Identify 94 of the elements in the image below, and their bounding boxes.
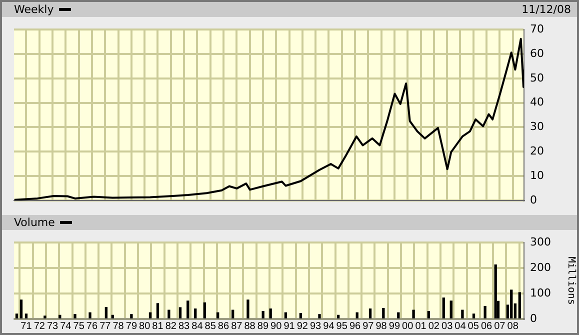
x-tick-label: 88	[244, 320, 256, 332]
x-tick-label: 90	[270, 320, 282, 332]
bar	[442, 298, 445, 318]
bar	[186, 300, 190, 318]
x-tick-label: 08	[507, 320, 519, 332]
x-tick-label: 82	[165, 320, 177, 332]
bar	[450, 300, 452, 318]
x-tick-label: 94	[323, 320, 335, 332]
x-tick-label: 02	[428, 320, 440, 332]
bar	[168, 310, 170, 318]
y-tick-label: 40	[530, 96, 544, 109]
bar	[472, 314, 476, 318]
bar	[246, 300, 250, 318]
x-tick-label: 73	[46, 320, 59, 332]
bar	[284, 312, 288, 318]
legend-label: Weekly	[14, 3, 54, 16]
y-tick-label: 200	[530, 260, 551, 274]
y-tick-label: 10	[530, 168, 544, 182]
bar	[382, 308, 385, 318]
x-tick-label: 84	[192, 320, 204, 332]
bar	[156, 303, 160, 318]
x-tick-label: 83	[178, 320, 190, 332]
y-tick-label: 30	[530, 120, 544, 134]
bar	[24, 314, 28, 318]
bar	[15, 314, 18, 318]
x-tick-label: 93	[310, 320, 322, 332]
bar	[216, 312, 220, 318]
y-tick-label: 70	[530, 22, 544, 36]
bar	[461, 310, 464, 318]
x-tick-label: 96	[349, 320, 362, 332]
bar	[178, 307, 182, 318]
bar	[397, 312, 400, 318]
x-tick-label: 95	[336, 320, 348, 332]
x-tick-label: 86	[218, 320, 230, 332]
x-tick-label: 71	[20, 320, 32, 332]
bar	[427, 311, 430, 318]
bar	[74, 314, 76, 318]
y-tick-label: 100	[530, 286, 551, 300]
x-tick-label: 75	[73, 320, 85, 332]
bar	[356, 312, 358, 318]
y-tick-label: 300	[530, 235, 551, 248]
text: 11/12/08	[522, 2, 571, 17]
bar	[318, 314, 321, 318]
bar	[148, 312, 152, 318]
x-tick-label: 03	[442, 320, 454, 332]
bar	[484, 306, 486, 318]
x-tick-label: 01	[415, 320, 427, 332]
x-tick-label: 89	[257, 320, 269, 332]
x-tick-label: 76	[86, 320, 98, 332]
bar	[111, 314, 114, 318]
y-tick-label: 20	[530, 144, 544, 158]
bar	[494, 264, 497, 318]
bar	[299, 313, 302, 318]
x-tick-label: 85	[204, 320, 216, 332]
bar	[518, 292, 521, 318]
y-tick-label: 0	[530, 193, 537, 206]
x-tick-label: 92	[296, 320, 308, 332]
x-tick-label: 04	[454, 320, 466, 332]
bar	[510, 290, 513, 318]
bar	[20, 300, 23, 318]
y-tick-label: 50	[530, 71, 544, 84]
bar	[88, 312, 92, 318]
x-tick-label: 00	[402, 320, 414, 332]
x-tick-label: 98	[376, 320, 388, 332]
x-tick-label: 97	[362, 320, 374, 332]
x-tick-label: 87	[231, 320, 243, 332]
x-tick-label: 72	[34, 320, 46, 332]
x-tick-label: 99	[388, 320, 400, 332]
bar	[262, 311, 264, 318]
bar	[412, 310, 415, 318]
bar	[104, 306, 108, 318]
y-axis-title: Millions	[565, 256, 576, 305]
x-tick-label: 74	[60, 320, 72, 332]
bar	[336, 314, 340, 318]
x-tick-label: 07	[494, 320, 506, 332]
bar	[58, 314, 62, 318]
x-tick-label: 78	[112, 320, 124, 332]
bar	[269, 308, 272, 318]
x-tick-label: 81	[152, 320, 164, 332]
x-tick-label: 05	[468, 320, 480, 332]
bar	[194, 308, 197, 318]
y-tick-label: 60	[530, 46, 544, 60]
x-tick-label: 77	[100, 320, 112, 332]
bar	[232, 310, 234, 318]
bar	[130, 314, 133, 318]
bar	[44, 316, 46, 318]
x-tick-label: 79	[126, 320, 138, 332]
x-tick-label: 80	[139, 320, 151, 332]
bar	[368, 308, 372, 318]
x-tick-label: 91	[284, 320, 296, 332]
bar	[203, 302, 206, 318]
y-tick-label: 0	[530, 312, 537, 325]
x-tick-label: 06	[480, 320, 493, 332]
legend-label: Volume	[14, 216, 55, 229]
